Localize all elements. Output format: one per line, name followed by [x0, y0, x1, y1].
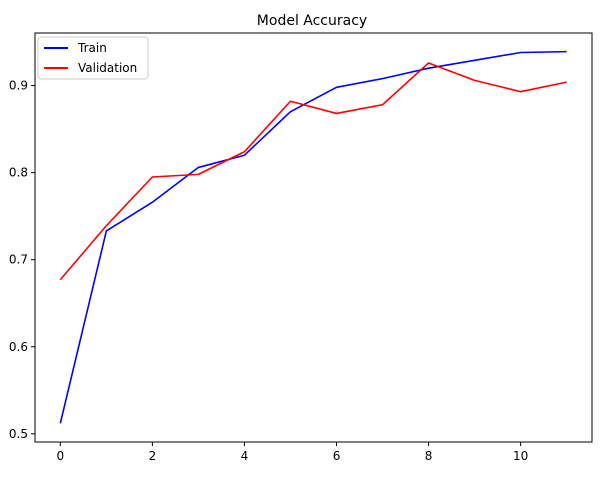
- y-tick-label: 0.9: [9, 79, 28, 93]
- x-tick-label: 8: [425, 449, 433, 463]
- series-line-validation: [59, 62, 567, 281]
- chart-title: Model Accuracy: [257, 13, 367, 29]
- y-tick-label: 0.8: [9, 166, 28, 180]
- x-axis: 0 2 4 6 8 10: [56, 442, 528, 463]
- x-tick-label: 0: [56, 449, 64, 463]
- y-tick-label: 0.5: [9, 427, 28, 441]
- series-layer: [59, 50, 567, 424]
- y-tick-label: 0.6: [9, 340, 28, 354]
- legend: Train Validation: [37, 36, 149, 80]
- legend-label-train: Train: [77, 41, 107, 55]
- y-axis: 0.5 0.6 0.7 0.8 0.9: [9, 79, 35, 441]
- x-tick-label: 4: [241, 449, 249, 463]
- y-tick-label: 0.7: [9, 253, 28, 267]
- x-tick-label: 10: [513, 449, 528, 463]
- x-tick-label: 2: [149, 449, 157, 463]
- series-line-train: [59, 50, 567, 424]
- legend-label-validation: Validation: [78, 61, 137, 75]
- x-tick-label: 6: [333, 449, 341, 463]
- plot-frame: [34, 32, 593, 443]
